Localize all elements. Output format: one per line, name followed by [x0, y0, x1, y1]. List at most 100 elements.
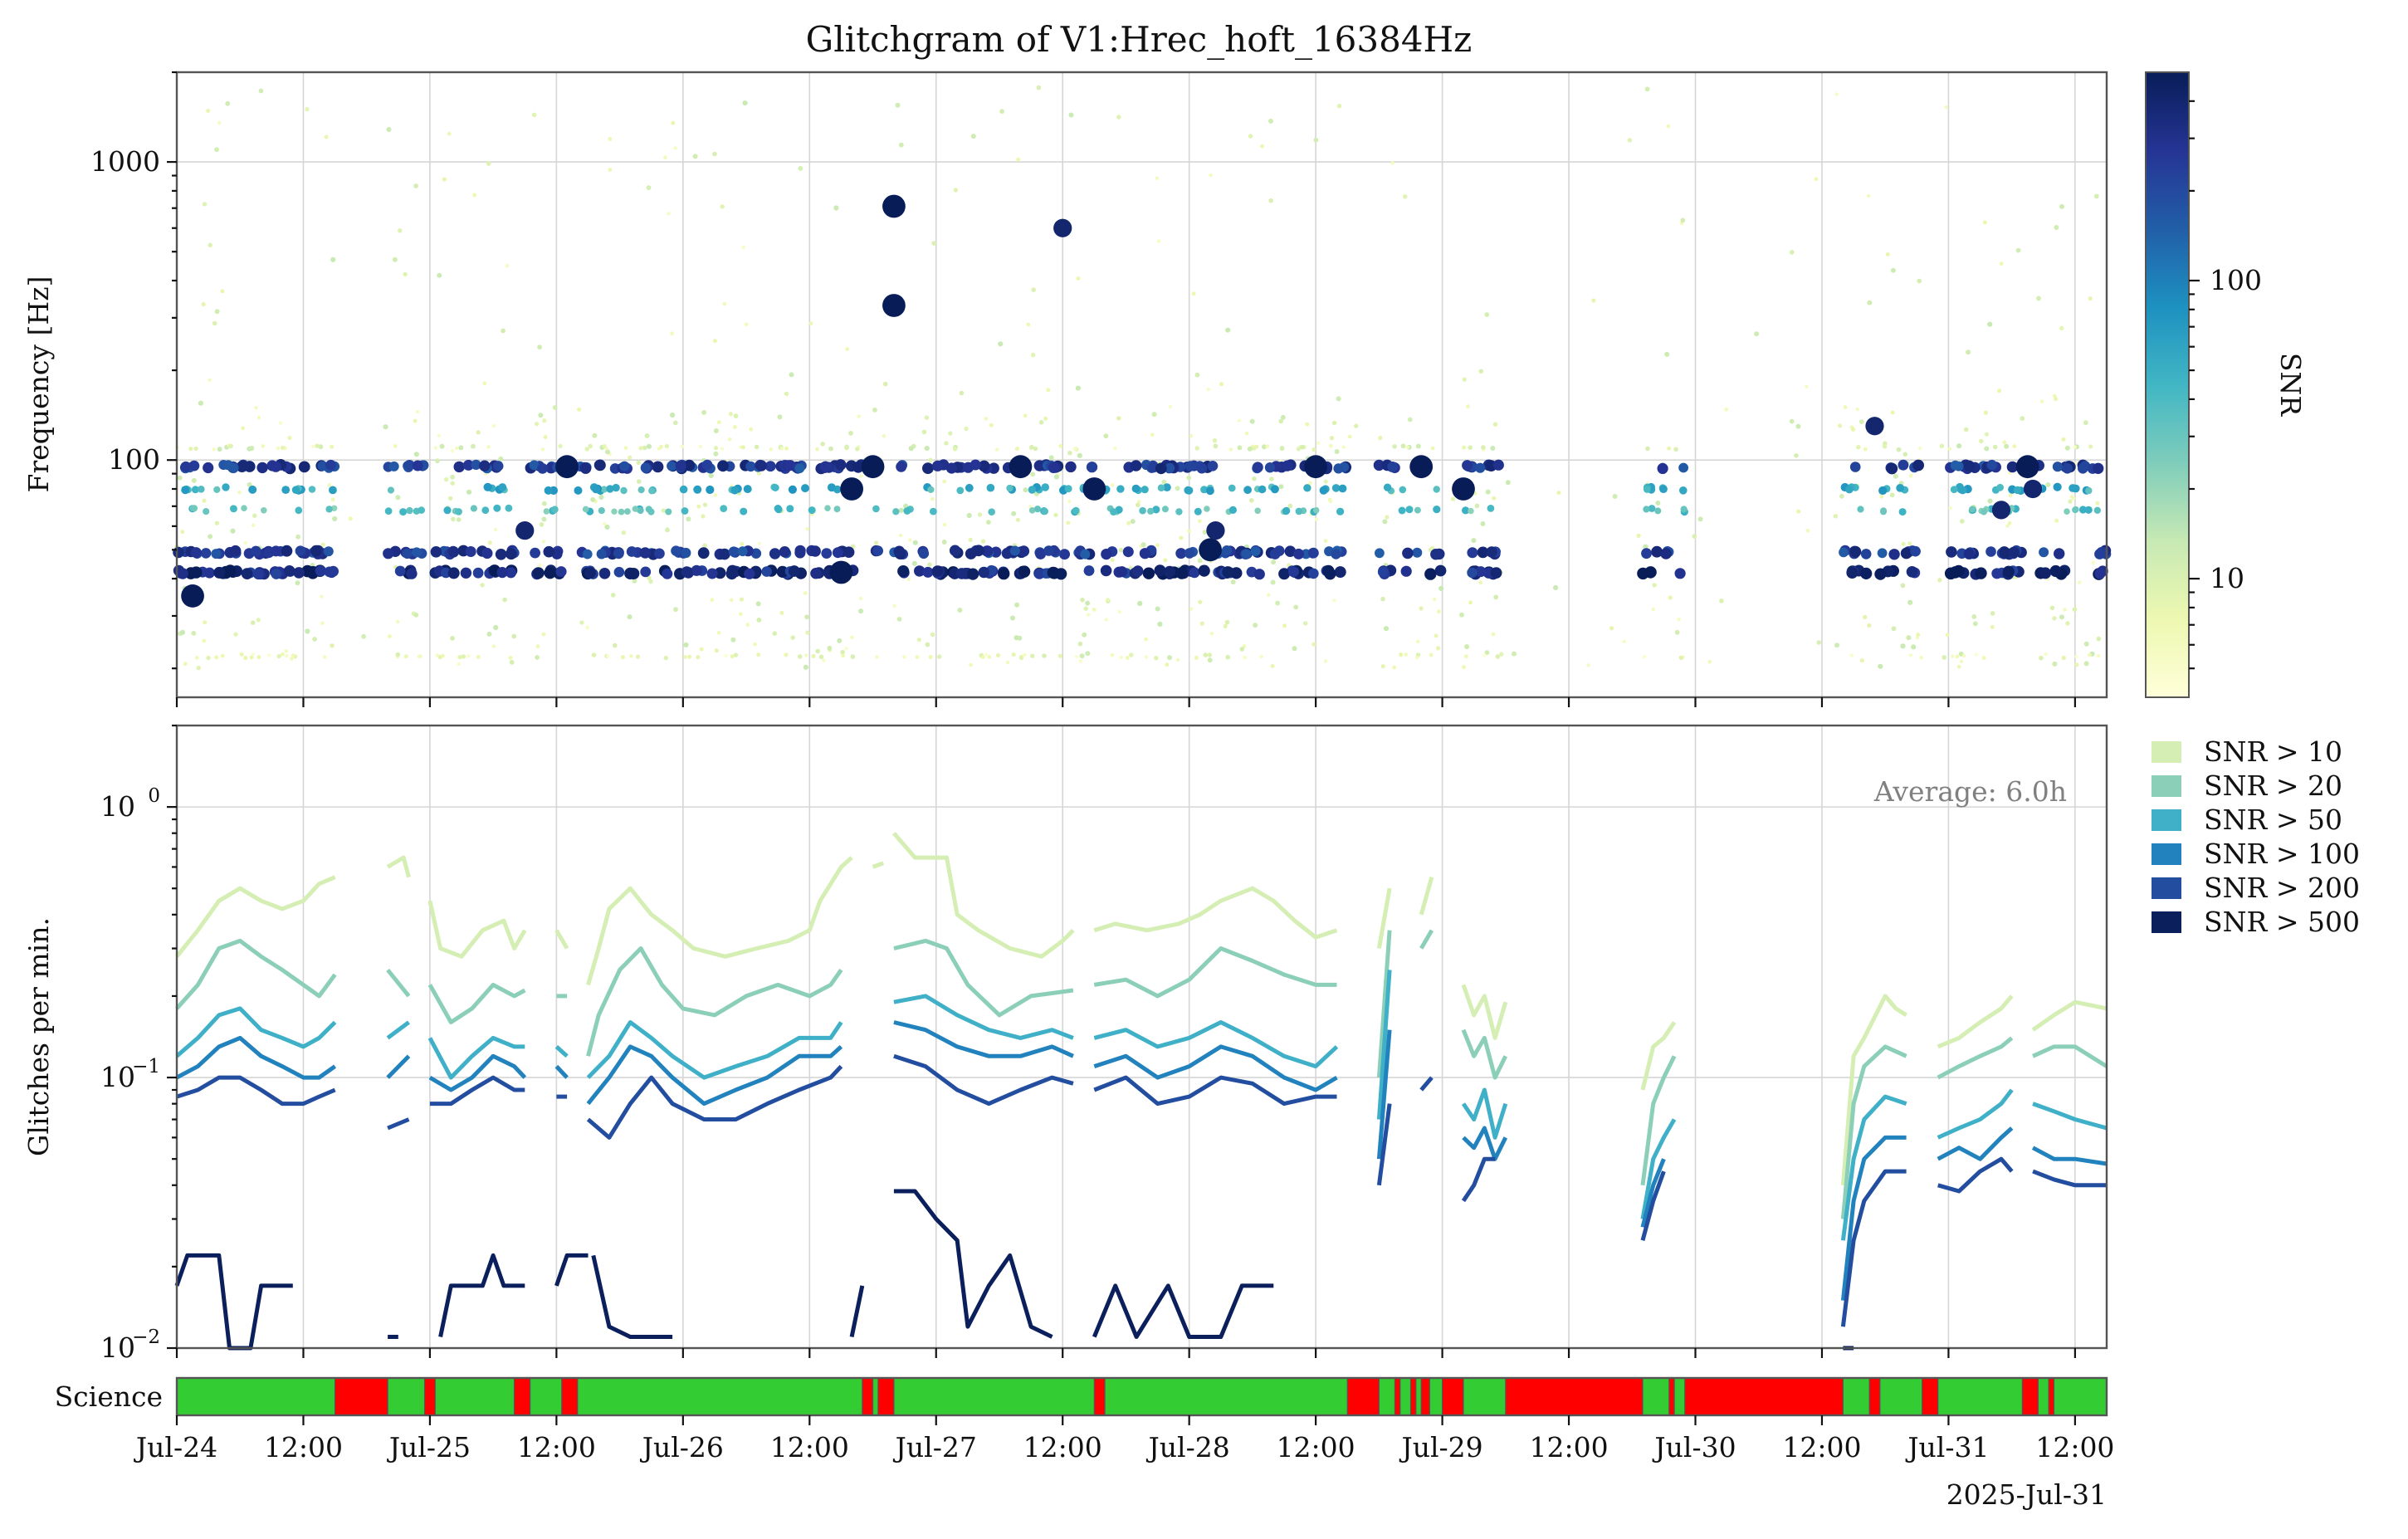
glitch-point: [1241, 549, 1252, 559]
glitch-point: [1459, 612, 1464, 618]
glitch-point: [1336, 396, 1341, 402]
glitch-point: [1655, 501, 1661, 506]
glitch-point: [1048, 462, 1059, 473]
glitch-point: [271, 569, 282, 579]
glitch-point: [2040, 399, 2044, 403]
glitch-point: [1010, 615, 1015, 621]
glitch-point-large: [555, 455, 579, 479]
glitch-point: [1480, 521, 1486, 526]
glitch-point: [1078, 659, 1083, 663]
glitch-point: [986, 520, 991, 525]
glitch-point: [1282, 623, 1287, 628]
glitch-point: [1956, 664, 1961, 669]
glitch-point: [584, 567, 596, 579]
glitch-point: [1198, 599, 1203, 604]
glitch-point-large: [1082, 477, 1106, 501]
glitch-point: [1839, 493, 1844, 499]
rate-line-segment: [892, 832, 1075, 959]
glitch-point: [1018, 545, 1030, 557]
glitch-point: [637, 479, 642, 484]
glitch-point: [555, 566, 567, 578]
rate-line-segment: [1093, 886, 1338, 940]
glitch-point: [2074, 654, 2078, 659]
glitch-point: [315, 565, 326, 577]
glitch-point: [1644, 86, 1650, 92]
glitch-point: [2002, 565, 2015, 578]
glitch-point: [1478, 580, 1483, 585]
glitch-point-large: [861, 455, 885, 479]
glitch-point: [696, 504, 701, 509]
glitch-point: [1856, 445, 1861, 450]
glitch-point: [1155, 606, 1160, 612]
glitch-point: [1341, 445, 1346, 449]
glitch-point-large: [1053, 218, 1072, 237]
glitch-point: [832, 547, 843, 559]
glitch-point: [1893, 473, 1898, 479]
glitch-point: [403, 271, 408, 277]
glitch-point: [1116, 115, 1121, 120]
glitch-point: [1018, 655, 1024, 661]
glitch-point: [1334, 449, 1340, 454]
glitch-point: [588, 443, 593, 449]
glitch-point: [330, 256, 336, 262]
glitch-point: [675, 460, 686, 471]
glitch-point: [1194, 372, 1200, 378]
glitch-point: [1890, 410, 1895, 415]
glitch-point: [261, 444, 266, 448]
glitch-point: [223, 460, 233, 471]
glitch-point: [535, 644, 540, 648]
science-on-segment: [1463, 1377, 1507, 1416]
glitch-point: [1175, 657, 1180, 662]
glitch-point: [898, 142, 904, 148]
glitch-point: [393, 444, 398, 448]
glitch-point: [964, 426, 969, 432]
glitch-point: [1754, 331, 1760, 337]
glitch-point: [237, 460, 250, 472]
glitch-point: [196, 665, 201, 671]
glitch-point: [987, 655, 992, 659]
glitch-point: [413, 452, 419, 457]
glitch-point: [198, 400, 203, 406]
glitch-point: [903, 507, 911, 515]
glitch-point: [455, 508, 462, 515]
glitch-point-large: [1452, 477, 1475, 501]
glitch-point: [606, 654, 610, 658]
glitch-point: [673, 146, 677, 150]
rate-line-segment: [1840, 1169, 1907, 1327]
glitch-point: [1328, 499, 1333, 504]
glitch-point: [930, 496, 935, 501]
glitch-point: [764, 461, 776, 472]
glitch-point: [706, 568, 718, 579]
rate-line-segment: [427, 982, 526, 1024]
glitch-point: [750, 548, 762, 559]
glitch-point: [287, 436, 292, 440]
glitch-point: [1334, 566, 1346, 579]
glitch-point: [1867, 193, 1871, 198]
glitch-point: [1659, 485, 1668, 493]
glitch-point: [1896, 484, 1905, 492]
glitchgram-panel: 100 1000 Frequency [Hz]: [22, 71, 2112, 707]
glitch-point: [1005, 660, 1010, 665]
glitch-point: [1223, 623, 1228, 629]
rate-line-segment: [1640, 1170, 1666, 1241]
glitch-point: [1046, 388, 1051, 393]
glitch-point: [1111, 483, 1115, 487]
glitch-point: [670, 331, 674, 336]
glitch-point: [180, 530, 185, 535]
glitch-point: [908, 446, 914, 452]
glitch-point: [1151, 412, 1157, 418]
rate-line-segment: [1840, 994, 1907, 1186]
glitch-point: [1834, 642, 1839, 648]
x-tick-label: Jul-25: [387, 1431, 471, 1463]
glitch-point: [460, 567, 472, 579]
glitch-point: [206, 109, 211, 113]
glitch-point: [611, 508, 618, 515]
glitch-point: [1082, 632, 1087, 638]
glitch-point: [329, 486, 337, 495]
glitch-point: [931, 565, 944, 577]
glitch-point: [261, 507, 267, 514]
glitch-point: [2061, 655, 2066, 661]
glitch-point: [1955, 654, 1960, 659]
glitch-point: [183, 662, 188, 667]
glitch-point: [470, 505, 478, 512]
